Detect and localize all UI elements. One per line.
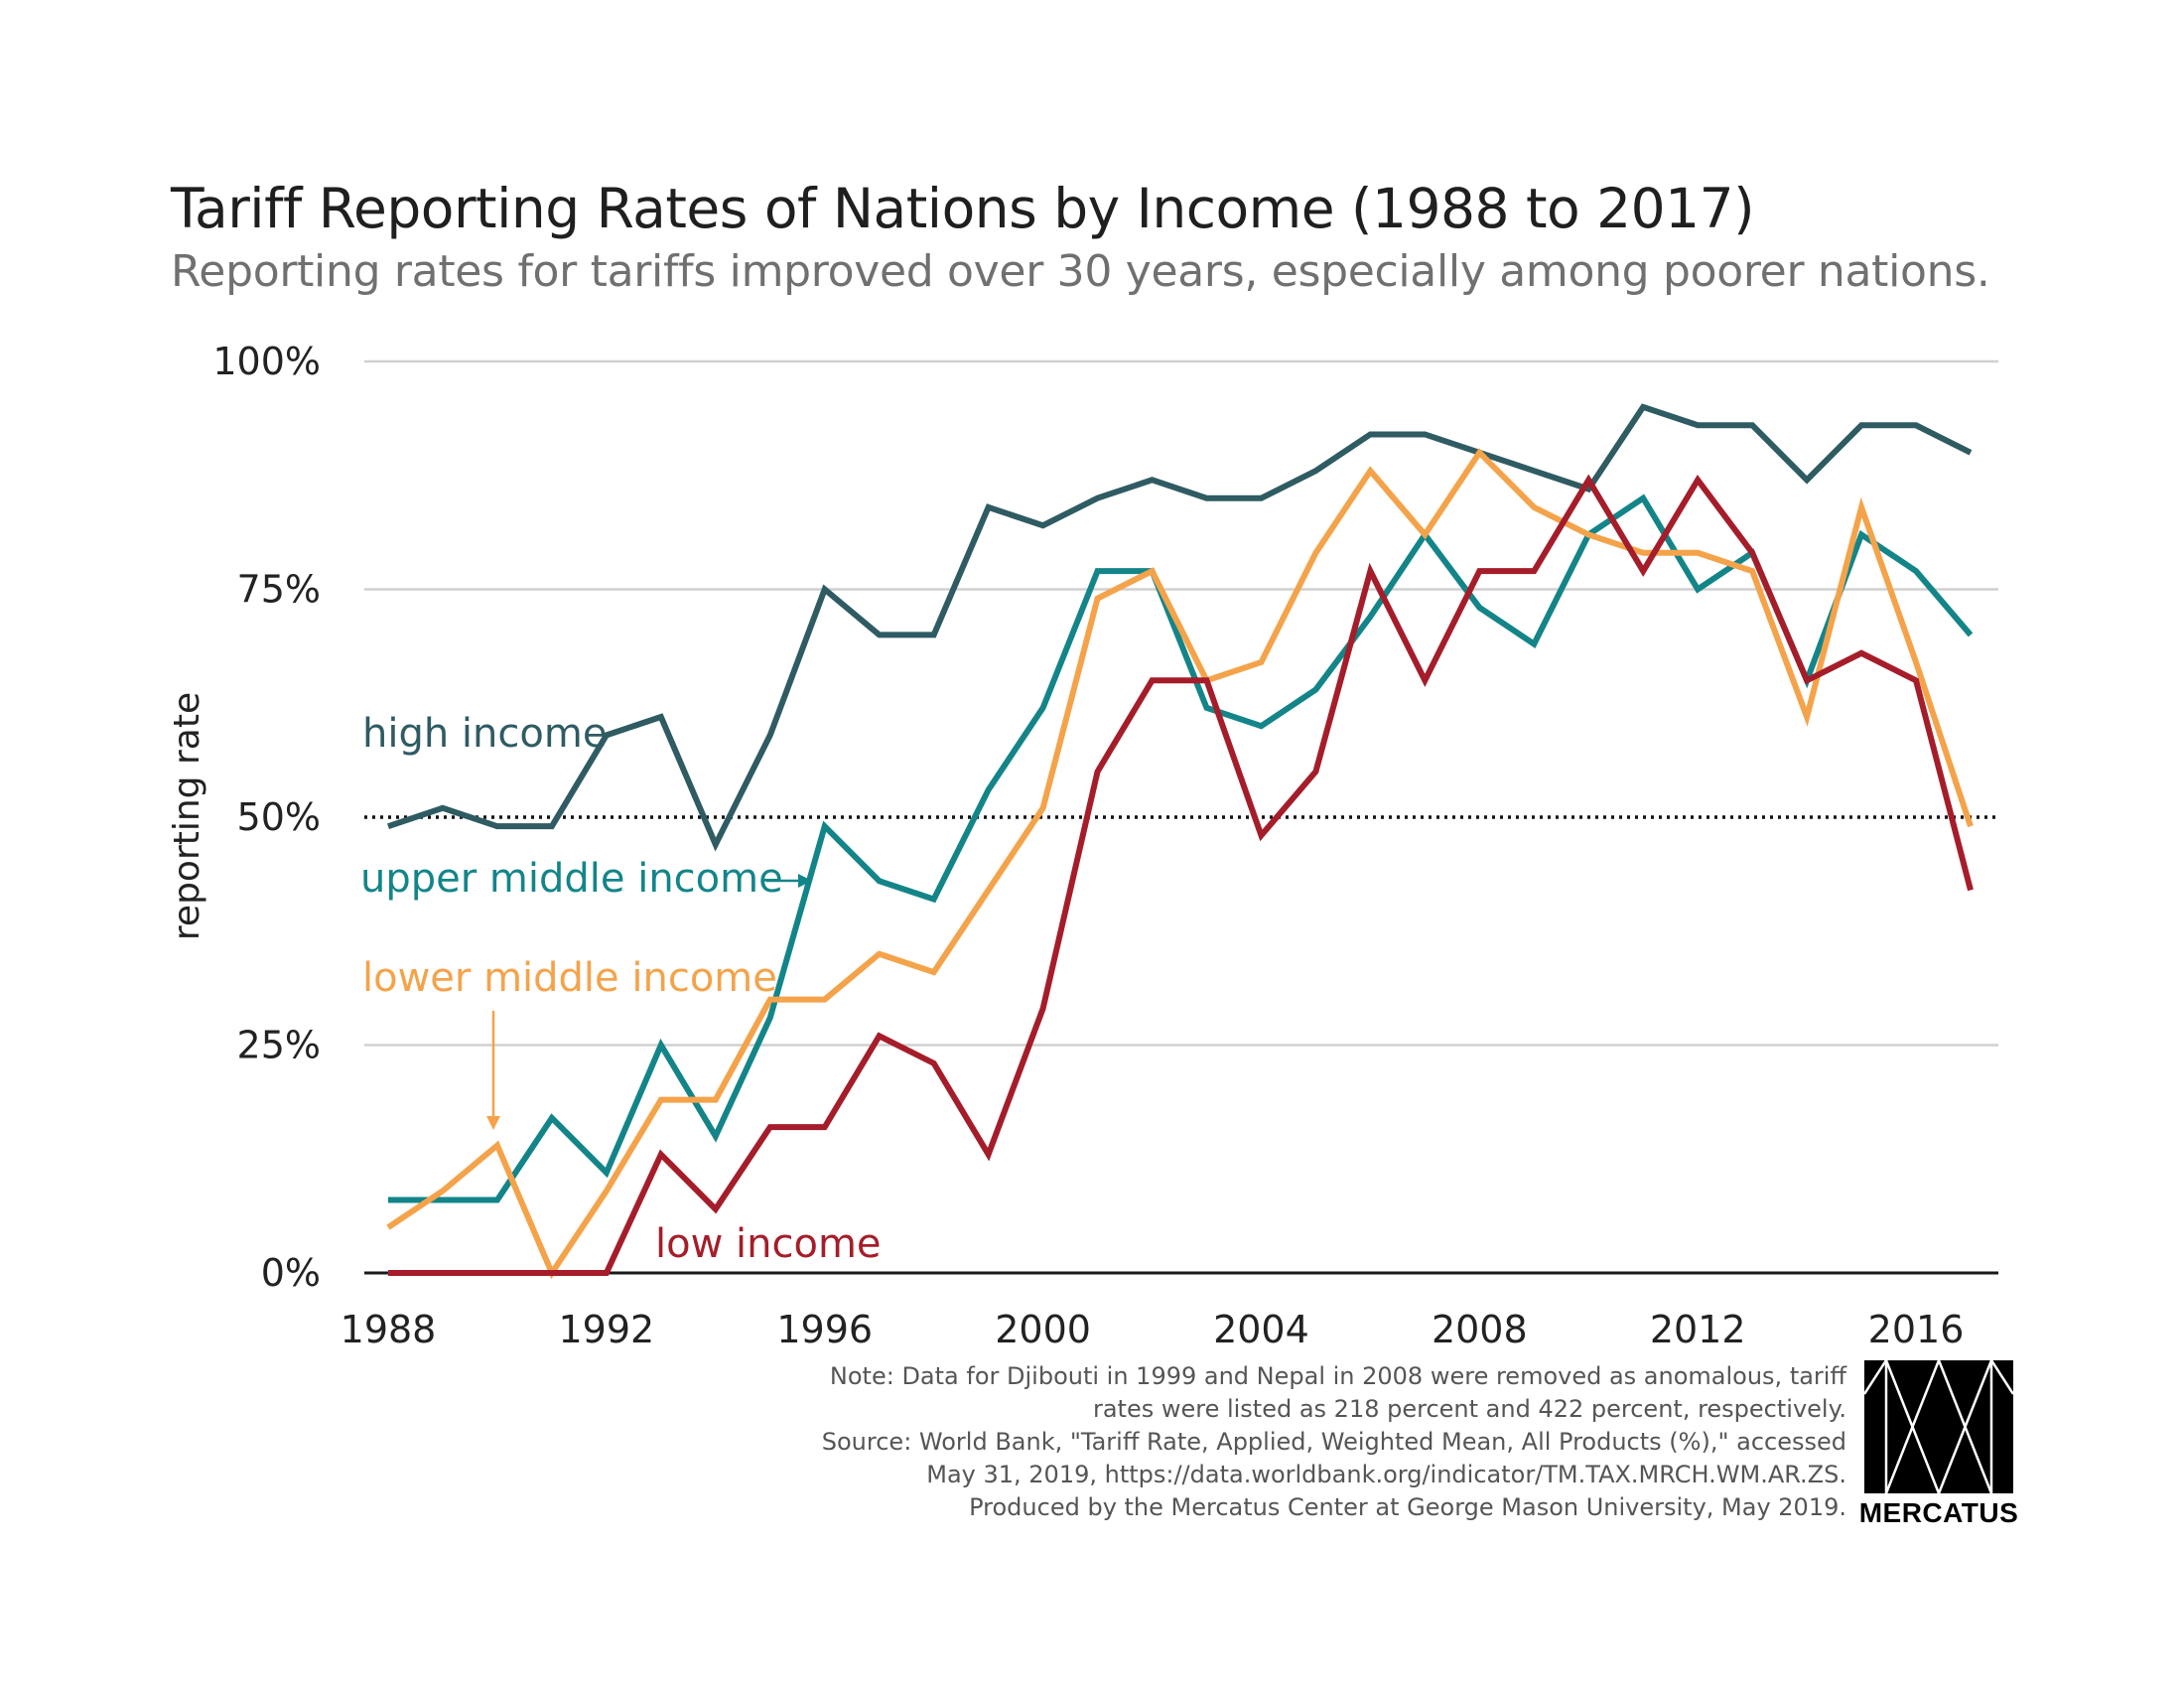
note-line: May 31, 2019, https://data.worldbank.org… <box>926 1461 1846 1488</box>
x-tick-label: 2000 <box>995 1308 1091 1351</box>
series-line-upper-middle-income <box>388 493 1974 1203</box>
label-high-income: high income <box>362 711 607 757</box>
series-line-lower-middle-income <box>386 448 1974 1280</box>
x-tick-label: 1996 <box>776 1308 873 1351</box>
note-line: Note: Data for Djibouti in 1999 and Nepa… <box>829 1362 1846 1390</box>
y-tick-label: 100% <box>212 340 321 383</box>
y-axis-ticks: 0% 25% 50% 75% 100% <box>212 340 321 1295</box>
x-tick-label: 1988 <box>341 1308 437 1351</box>
y-tick-label: 50% <box>237 795 321 839</box>
x-tick-label: 1992 <box>559 1308 655 1351</box>
x-tick-label: 2012 <box>1650 1308 1746 1351</box>
note-line: Source: World Bank, "Tariff Rate, Applie… <box>821 1428 1846 1456</box>
gridlines <box>364 359 1998 1275</box>
label-lower-middle-income: lower middle income <box>362 955 777 1001</box>
y-tick-label: 75% <box>237 568 321 612</box>
upper-middle-arrowhead <box>798 874 812 888</box>
x-axis-ticks: 1988 1992 1996 2000 2004 2008 2012 2016 <box>341 1308 1965 1351</box>
label-low-income: low income <box>655 1221 882 1267</box>
label-upper-middle-income: upper middle income <box>360 856 783 902</box>
mercatus-logo-icon <box>1862 1359 2015 1494</box>
source-notes: Note: Data for Djibouti in 1999 and Nepa… <box>822 1360 1846 1524</box>
chart-subtitle: Reporting rates for tariffs improved ove… <box>171 246 1990 297</box>
x-tick-label: 2004 <box>1213 1308 1309 1351</box>
y-tick-label: 25% <box>237 1024 321 1067</box>
note-line: Produced by the Mercatus Center at Georg… <box>969 1493 1846 1521</box>
series-line-high-income <box>387 403 1973 852</box>
series-line-low-income <box>388 474 1974 1276</box>
logo-wordmark: MERCATUS <box>1858 1497 2019 1528</box>
x-tick-label: 2008 <box>1432 1308 1528 1351</box>
chart-title: Tariff Reporting Rates of Nations by Inc… <box>171 177 1755 240</box>
y-tick-label: 0% <box>261 1251 321 1295</box>
x-tick-label: 2016 <box>1868 1308 1965 1351</box>
y-axis-label: reporting rate <box>167 692 207 940</box>
note-line: rates were listed as 218 percent and 422… <box>1092 1395 1846 1423</box>
series-lines <box>386 403 1974 1280</box>
lower-middle-arrowhead <box>486 1116 500 1130</box>
series-labels: high income upper middle income lower mi… <box>360 711 882 1267</box>
